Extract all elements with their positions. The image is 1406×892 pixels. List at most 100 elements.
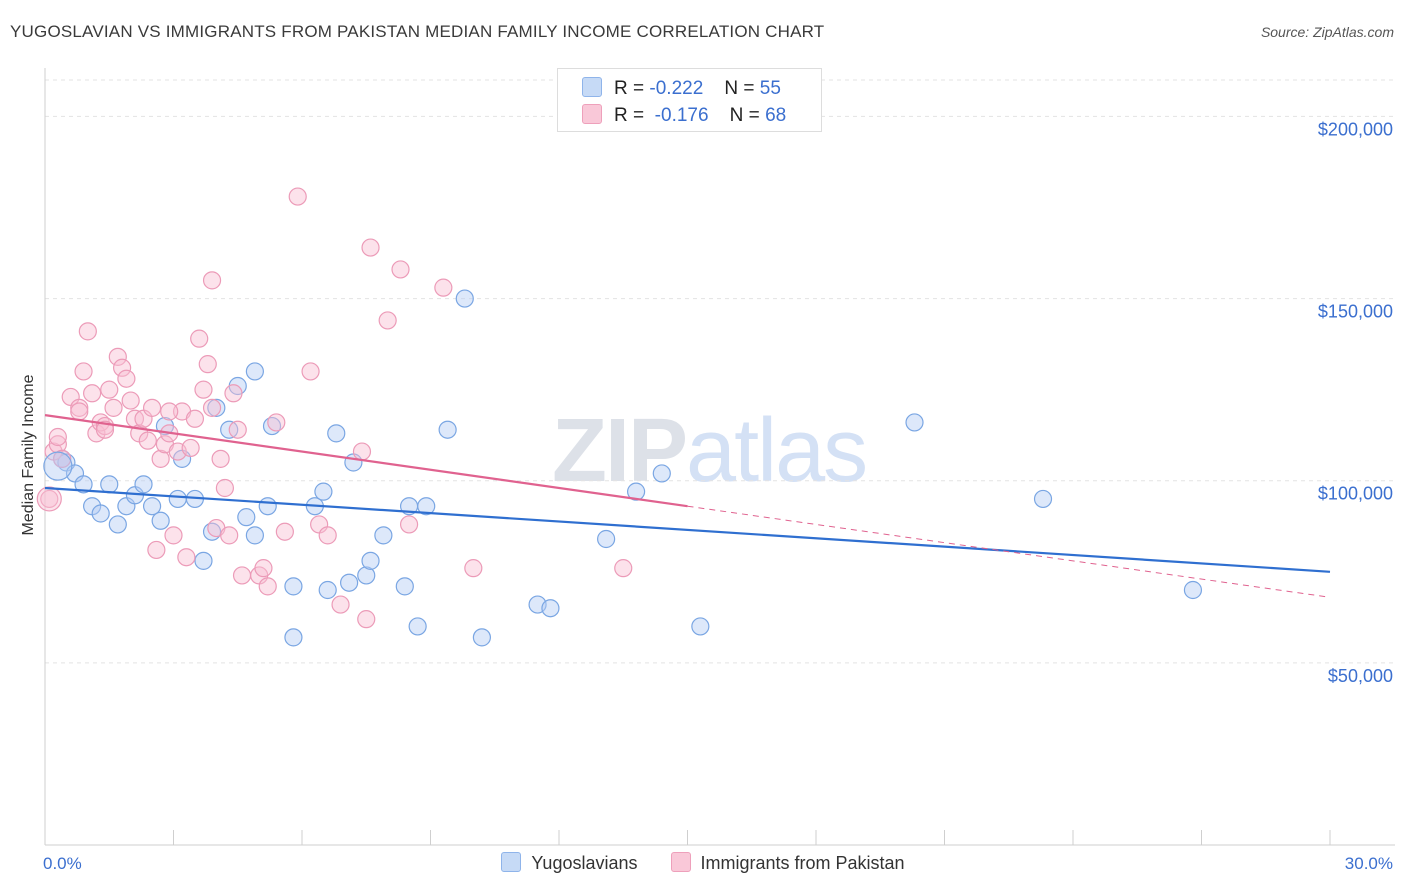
yugoslavian-point	[108, 515, 127, 534]
pakistan-point	[112, 358, 132, 377]
y-tick-label: $150,000	[1318, 302, 1393, 322]
pakistan-trend-extension	[687, 505, 1331, 598]
yugoslavian-point	[541, 599, 560, 618]
pakistan-point	[198, 355, 217, 374]
yugoslavian-point	[318, 580, 337, 600]
legend-swatch-pink	[582, 104, 602, 124]
y-axis-label: Median Family Income	[20, 374, 37, 535]
yugoslavian-point	[245, 526, 264, 545]
pakistan-point	[224, 384, 243, 403]
pakistan-point	[211, 449, 230, 468]
pakistan-point	[331, 595, 350, 614]
yugoslavian-point	[100, 475, 119, 494]
data-points	[36, 187, 1203, 647]
pakistan-point	[74, 362, 93, 381]
pakistan-point	[83, 384, 102, 403]
yugoslavian-point	[357, 566, 376, 585]
yugoslavian-point	[258, 497, 277, 516]
yugoslavian-point	[597, 529, 616, 549]
chart-title: YUGOSLAVIAN VS IMMIGRANTS FROM PAKISTAN …	[10, 22, 825, 41]
pakistan-point	[190, 329, 209, 348]
pakistan-point	[357, 610, 376, 629]
yugoslavian-point	[905, 413, 924, 432]
yugoslavian-point	[327, 424, 346, 443]
yugoslavian-point	[417, 497, 436, 516]
trend-lines	[44, 414, 1331, 598]
pakistan-point	[151, 449, 170, 468]
pakistan-point	[147, 540, 166, 560]
pakistan-point	[48, 435, 67, 454]
yugoslavian-point	[1183, 580, 1203, 600]
pakistan-trend-line	[44, 414, 688, 508]
pakistan-point	[104, 398, 123, 417]
y-tick-label: $100,000	[1318, 484, 1393, 504]
pakistan-point	[399, 515, 419, 534]
yugoslavian-point	[168, 489, 187, 509]
pakistan-point	[202, 398, 222, 417]
pakistan-point	[121, 391, 140, 410]
yugoslavian-point	[142, 497, 162, 516]
pakistan-point	[391, 260, 410, 279]
pakistan-point	[36, 486, 62, 512]
pakistan-point	[40, 489, 59, 509]
yugoslavian-point	[626, 482, 646, 501]
yugoslavian-point	[455, 289, 474, 308]
legend-item-yugoslavians: Yugoslavians	[501, 852, 638, 874]
pakistan-point	[138, 431, 157, 450]
legend-item-pakistan: Immigrants from Pakistan	[670, 852, 905, 874]
yugoslavian-point	[408, 617, 427, 636]
yugoslavian-point	[194, 551, 213, 570]
pakistan-point	[78, 322, 97, 341]
yugoslavian-point	[438, 420, 457, 439]
pakistan-point	[202, 271, 222, 290]
pakistan-point	[181, 438, 200, 458]
yugoslavian-point	[361, 551, 380, 570]
source-label: Source: ZipAtlas.com	[1260, 24, 1394, 40]
pakistan-point	[254, 559, 273, 578]
pakistan-point	[117, 369, 136, 388]
yugoslavian-point	[43, 451, 73, 481]
pakistan-point	[164, 526, 183, 545]
pakistan-point	[464, 559, 483, 578]
legend: R = -0.222 N = 55 R = -0.176 N = 68	[557, 68, 822, 132]
x-tick-label-max: 30.0%	[1345, 854, 1393, 873]
yugoslavian-point	[134, 475, 153, 494]
yugoslavian-point	[237, 508, 256, 527]
pakistan-point	[194, 380, 213, 399]
pakistan-point	[288, 187, 307, 206]
legend-row-yugoslavians: R = -0.222 N = 55	[582, 77, 781, 100]
pakistan-point	[318, 526, 337, 545]
pakistan-point	[352, 442, 372, 461]
pakistan-point	[434, 278, 453, 297]
yugoslavian-point	[374, 526, 393, 545]
pakistan-point	[70, 402, 89, 421]
legend-swatch-blue	[582, 77, 602, 97]
yugoslavian-point	[395, 577, 414, 596]
pakistan-point	[142, 398, 162, 417]
pakistan-point	[100, 380, 119, 399]
pakistan-point	[215, 478, 234, 498]
yugoslavian-point	[314, 482, 333, 501]
legend-row-pakistan: R = -0.176 N = 68	[582, 104, 786, 127]
yugoslavian-point	[472, 628, 491, 647]
yugoslavian-point	[1033, 489, 1053, 509]
pakistan-point	[220, 526, 239, 545]
yugoslavian-point	[652, 464, 671, 483]
pakistan-point	[378, 311, 397, 330]
pakistan-point	[160, 402, 179, 421]
pakistan-point	[258, 577, 277, 596]
pakistan-point	[95, 420, 115, 439]
pakistan-point	[267, 413, 286, 432]
yugoslavian-point	[284, 628, 303, 647]
pakistan-point	[361, 238, 380, 257]
yugoslavian-point	[691, 617, 710, 636]
pakistan-point	[232, 566, 252, 585]
watermark: ZIPatlas	[552, 401, 868, 501]
y-tick-label: $200,000	[1318, 119, 1393, 139]
pakistan-point	[177, 548, 196, 567]
x-tick-label-min: 0.0%	[43, 854, 82, 873]
bottom-legend: Yugoslavians Immigrants from Pakistan	[0, 852, 1406, 874]
pakistan-point	[275, 522, 294, 541]
yugoslavian-trend-line	[44, 486, 1331, 573]
